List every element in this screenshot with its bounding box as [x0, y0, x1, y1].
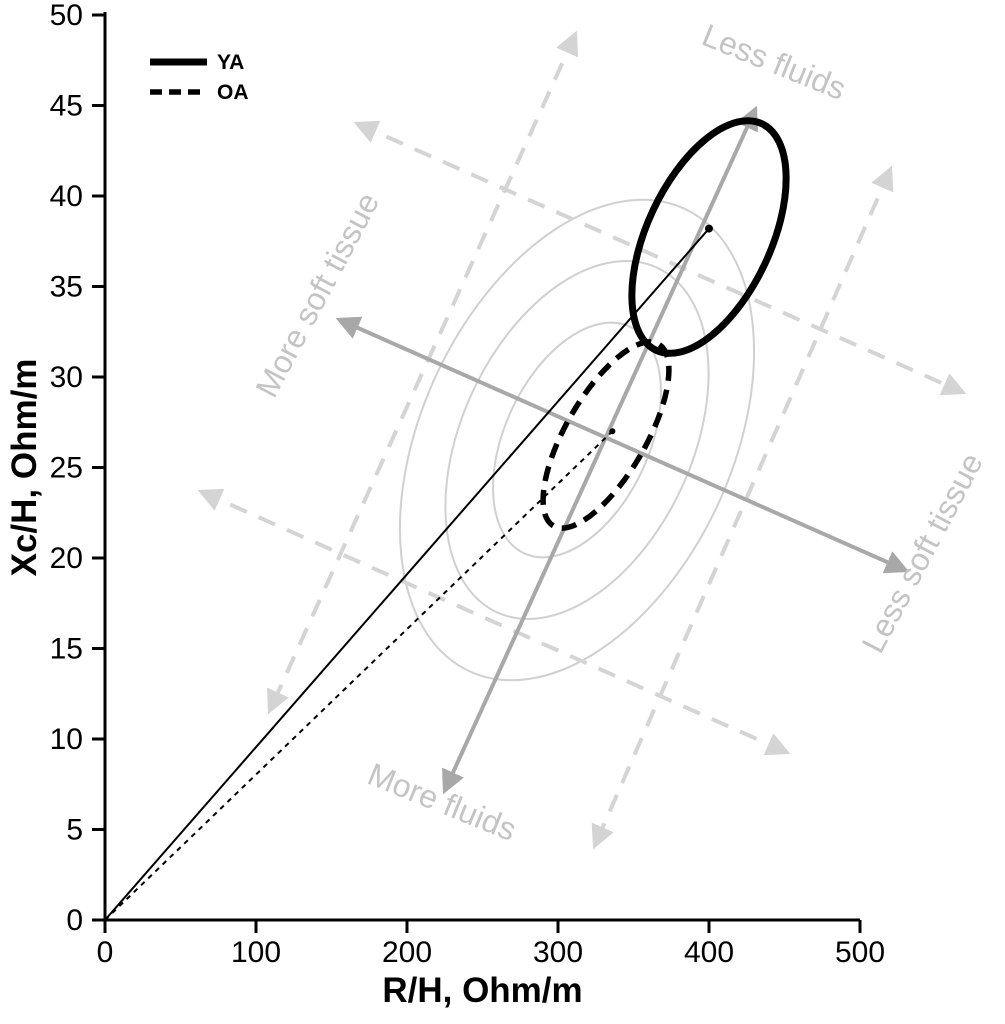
x-tick-label: 300: [533, 936, 583, 969]
y-tick-label: 0: [66, 904, 83, 937]
soft-tissue-axis-arrow: [335, 316, 910, 574]
x-tick-label: 500: [835, 936, 885, 969]
y-axis-title: Xc/H, Ohm/m: [5, 359, 44, 577]
x-tick-label: 400: [684, 936, 734, 969]
x-tick-label: 100: [231, 936, 281, 969]
annotations: Less fluids More fluids More soft tissue Le…: [248, 17, 990, 848]
ya-mean-vector: [104, 227, 710, 921]
oa-mean-vector: [104, 430, 614, 921]
x-tick-label: 0: [97, 936, 114, 969]
less-soft-tissue-label: Less soft tissue: [855, 447, 990, 659]
y-tick-label: 5: [66, 814, 83, 847]
y-tick-label: 15: [50, 633, 83, 666]
tolerance-ellipse: [444, 260, 710, 620]
y-tick-label: 30: [50, 361, 83, 394]
y-tick-label: 45: [50, 90, 83, 123]
dashed-guide-arrow: [591, 165, 894, 850]
y-tick-label: 35: [50, 271, 83, 304]
y-tick-label: 10: [50, 723, 83, 756]
legend-label-oa: OA: [217, 81, 249, 104]
less-fluids-label: Less fluids: [697, 17, 851, 107]
tolerance-ellipse: [398, 198, 756, 682]
tolerance-ellipses: [398, 198, 756, 682]
ya-confidence-ellipse: [628, 117, 790, 357]
dashed-guide-arrow: [197, 488, 791, 756]
legend: YA OA: [150, 51, 249, 104]
tolerance-ellipse: [492, 321, 662, 559]
x-axis-title: R/H, Ohm/m: [382, 971, 582, 1010]
series-oa: [104, 339, 672, 921]
fluids-axis-arrow: [442, 105, 758, 795]
oa-confidence-ellipse: [540, 339, 672, 531]
axis-arrows: [335, 105, 910, 795]
more-fluids-label: More fluids: [363, 756, 522, 848]
x-tick-label: 200: [382, 936, 432, 969]
dashed-guide-arrows: [197, 30, 967, 850]
y-tick-label: 40: [50, 180, 83, 213]
series-ya: [104, 117, 790, 921]
y-tick-label: 20: [50, 542, 83, 575]
ya-vector-tip: [705, 224, 713, 233]
legend-label-ya: YA: [217, 51, 244, 74]
more-soft-tissue-label: More soft tissue: [248, 187, 386, 403]
oa-vector-tip: [609, 428, 616, 435]
y-tick-label: 25: [50, 452, 83, 485]
y-tick-label: 50: [50, 0, 83, 32]
axes: 0 100 200 300 400 500 0 5 10 15 20 25 30 35 40 45 50 R/H,…: [5, 0, 885, 1010]
